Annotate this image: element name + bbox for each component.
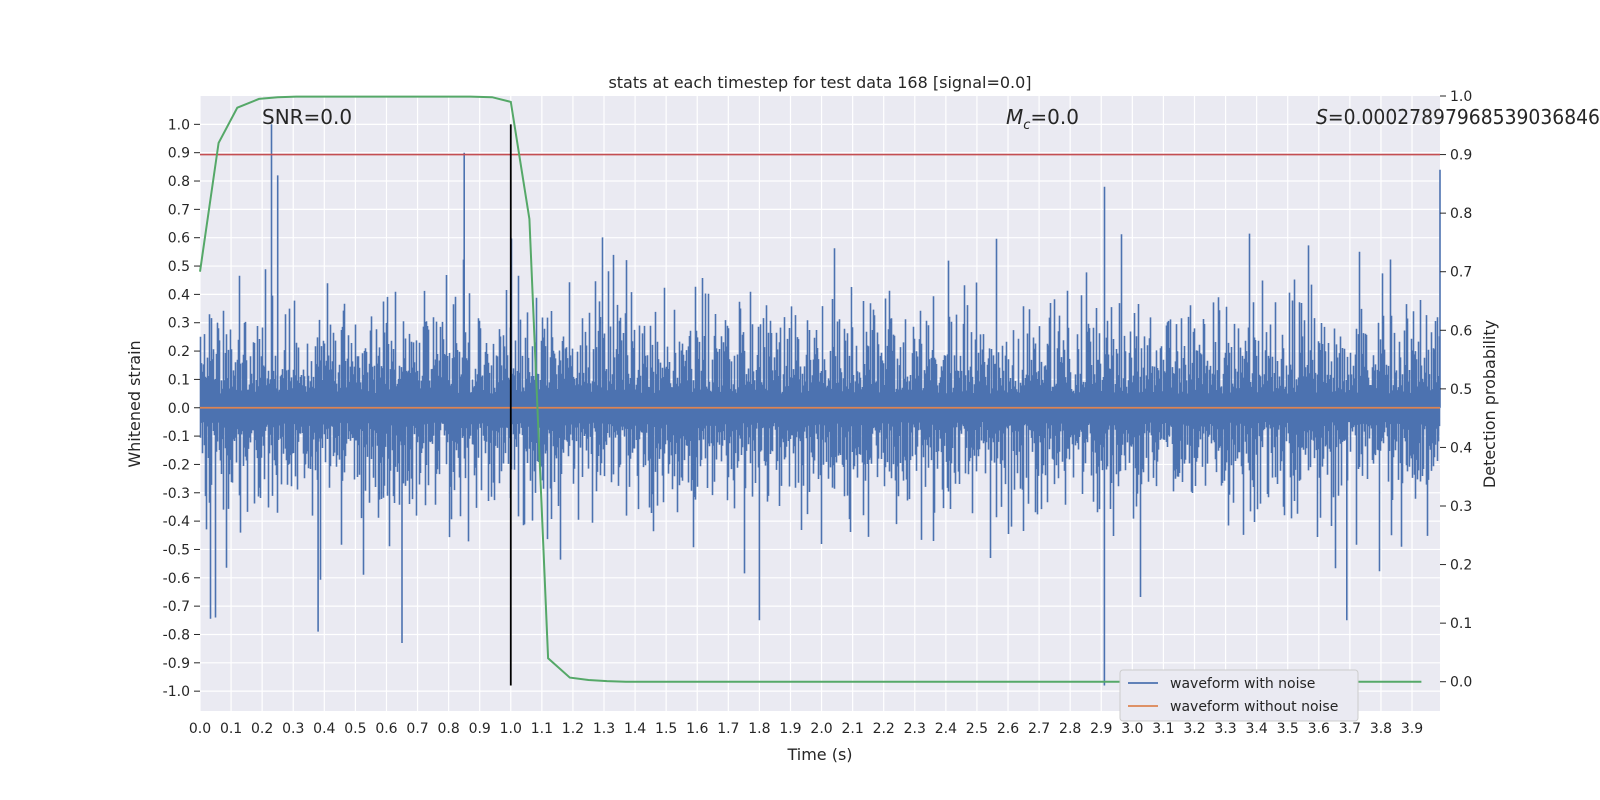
x-tick-label: 1.2 [562, 721, 584, 737]
y-left-tick-label: -0.3 [163, 486, 190, 502]
x-tick-label: 0.6 [375, 721, 397, 737]
x-tick-label: 0.3 [282, 721, 304, 737]
y-left-tick-label: -0.4 [163, 514, 190, 530]
x-tick-label: 0.7 [406, 721, 428, 737]
x-tick-label: 0.1 [220, 721, 242, 737]
x-tick-label: 1.0 [500, 721, 522, 737]
y-left-tick-label: 0.7 [168, 202, 190, 218]
legend-label-noise: waveform with noise [1170, 676, 1315, 692]
y-left-tick-label: 0.4 [168, 287, 190, 303]
x-tick-label: 0.0 [189, 721, 211, 737]
x-tick-label: 1.4 [624, 721, 646, 737]
x-tick-label: 2.9 [1090, 721, 1112, 737]
s-annotation: S=0.00027897968539036846 [1316, 105, 1600, 129]
x-tick-label: 0.9 [469, 721, 491, 737]
chirp-mass-annotation: Mc=0.0 [1006, 105, 1079, 133]
x-tick-label: 3.5 [1277, 721, 1299, 737]
chart-title: stats at each timestep for test data 168… [608, 73, 1031, 92]
noise-waveform-path [199, 124, 1441, 686]
x-tick-label: 1.1 [531, 721, 553, 737]
y-right-tick-label: 0.6 [1450, 323, 1472, 339]
mc-symbol: M [1006, 105, 1023, 129]
x-tick-label: 2.6 [997, 721, 1019, 737]
s-annotation-text: S=0.00027897968539036846 [1316, 105, 1600, 129]
y-left-tick-label: -0.9 [163, 656, 190, 672]
x-tick-label: 2.1 [841, 721, 863, 737]
y-right-axis-label: Detection probability [1480, 320, 1499, 488]
x-tick-label: 3.3 [1214, 721, 1236, 737]
x-tick-label: 2.0 [810, 721, 832, 737]
mc-subscript: c [1023, 118, 1030, 133]
y-right-tick-label: 0.2 [1450, 558, 1472, 574]
x-axis-label: Time (s) [786, 745, 852, 764]
y-left-tick-label: 0.3 [168, 316, 190, 332]
detection-probability-line [199, 95, 1422, 683]
x-tick-label: 0.4 [313, 721, 335, 737]
y-right-tick-label: 0.3 [1450, 499, 1472, 515]
x-tick-label: 0.2 [251, 721, 273, 737]
y-left-tick-label: 0.2 [168, 344, 190, 360]
x-tick-label: 3.4 [1246, 721, 1268, 737]
x-tick-label: 1.9 [779, 721, 801, 737]
x-tick-label: 1.7 [717, 721, 739, 737]
x-tick-label: 1.6 [686, 721, 708, 737]
x-tick-label: 3.1 [1152, 721, 1174, 737]
x-tick-label: 2.3 [904, 721, 926, 737]
y-left-tick-label: 1.0 [168, 117, 190, 133]
x-tick-label: 3.6 [1308, 721, 1330, 737]
y-left-tick-label: 0.9 [168, 146, 190, 162]
x-tick-label: 3.8 [1370, 721, 1392, 737]
y-right-tick-labels: 0.0 0.1 0.2 0.3 0.4 0.5 0.6 0.7 0.8 0.9 1.0 [1440, 89, 1472, 691]
x-tick-label: 2.5 [966, 721, 988, 737]
y-left-tick-label: 0.1 [168, 372, 190, 388]
y-left-tick-label: 0.0 [168, 401, 190, 417]
x-tick-label: 3.2 [1183, 721, 1205, 737]
y-left-tick-label: -0.5 [163, 542, 190, 558]
y-right-tick-label: 0.4 [1450, 440, 1472, 456]
x-tick-label: 2.4 [935, 721, 957, 737]
x-tick-label: 0.8 [437, 721, 459, 737]
legend-box [1119, 669, 1359, 722]
y-left-axis-label: Whitened strain [125, 340, 144, 467]
s-symbol: S [1316, 105, 1328, 129]
y-left-tick-label: 0.8 [168, 174, 190, 190]
y-left-tick-label: 0.6 [168, 231, 190, 247]
y-right-tick-label: 0.8 [1450, 206, 1472, 222]
y-left-tick-label: -0.7 [163, 599, 190, 615]
y-left-tick-label: -0.1 [163, 429, 190, 445]
y-right-tick-label: 1.0 [1450, 89, 1472, 105]
x-tick-label: 3.9 [1401, 721, 1423, 737]
x-tick-label: 3.0 [1121, 721, 1143, 737]
legend-label-clean: waveform without noise [1170, 699, 1338, 715]
x-tick-label: 1.5 [655, 721, 677, 737]
y-right-tick-label: 0.0 [1450, 675, 1472, 691]
y-left-tick-label: -1.0 [163, 684, 190, 700]
y-left-tick-label: -0.2 [163, 457, 190, 473]
y-right-tick-label: 0.7 [1450, 265, 1472, 281]
mc-value: =0.0 [1030, 105, 1079, 129]
x-tick-label: 3.7 [1339, 721, 1361, 737]
x-tick-labels: 0.0 0.1 0.2 0.3 0.4 0.5 0.6 0.7 0.8 0.9 1.0 1.1 1.2 1… [189, 721, 1423, 737]
y-right-tick-label: 0.1 [1450, 616, 1472, 632]
x-tick-label: 0.5 [344, 721, 366, 737]
y-right-tick-label: 0.9 [1450, 148, 1472, 164]
x-tick-label: 1.3 [593, 721, 615, 737]
x-tick-label: 2.8 [1059, 721, 1081, 737]
overlays [199, 95, 1440, 686]
series-waveform-with-noise [199, 124, 1441, 686]
y-left-tick-label: -0.8 [163, 627, 190, 643]
y-left-tick-label: 0.5 [168, 259, 190, 275]
y-left-tick-labels: -1.0 -0.9 -0.8 -0.7 -0.6 -0.5 -0.4 -0.3 -0.2 -0.1… [163, 117, 200, 700]
y-right-tick-label: 0.5 [1450, 382, 1472, 398]
x-tick-label: 2.2 [873, 721, 895, 737]
snr-annotation: SNR=0.0 [262, 105, 352, 129]
y-left-tick-label: -0.6 [163, 571, 190, 587]
x-tick-label: 2.7 [1028, 721, 1050, 737]
s-value: =0.00027897968539036846 [1328, 105, 1600, 129]
legend: waveform with noise waveform without noi… [1119, 669, 1359, 722]
x-tick-label: 1.8 [748, 721, 770, 737]
